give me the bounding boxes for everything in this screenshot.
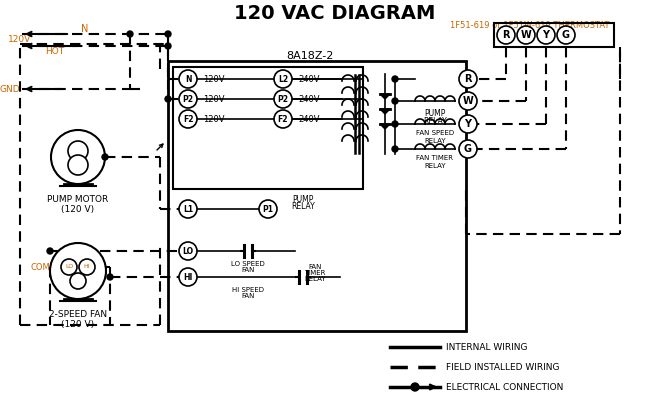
Text: INTERNAL WIRING: INTERNAL WIRING (446, 342, 527, 352)
Circle shape (50, 243, 106, 299)
Text: RELAY: RELAY (304, 276, 326, 282)
Text: GND: GND (0, 85, 20, 93)
Text: TIMER: TIMER (304, 270, 326, 276)
Circle shape (179, 90, 197, 108)
Text: 2-SPEED FAN: 2-SPEED FAN (49, 310, 107, 319)
Text: 120V: 120V (203, 75, 224, 83)
Circle shape (127, 31, 133, 37)
Polygon shape (380, 94, 390, 99)
Circle shape (537, 26, 555, 44)
Text: RELAY: RELAY (291, 202, 315, 210)
Circle shape (179, 70, 197, 88)
Text: COM: COM (30, 262, 50, 272)
Bar (494, 23, 614, 47)
Text: G: G (464, 144, 472, 154)
Text: FAN: FAN (241, 267, 255, 273)
Circle shape (459, 140, 477, 158)
Circle shape (61, 259, 77, 275)
Circle shape (179, 110, 197, 128)
Circle shape (459, 115, 477, 133)
Text: 240V: 240V (298, 75, 320, 83)
Text: N: N (185, 75, 191, 83)
Text: R: R (464, 74, 472, 84)
Text: L2: L2 (278, 75, 288, 83)
Text: LO SPEED: LO SPEED (231, 261, 265, 267)
Text: FAN SPEED: FAN SPEED (416, 130, 454, 136)
Circle shape (392, 98, 398, 104)
Text: RELAY: RELAY (424, 163, 446, 169)
Circle shape (392, 146, 398, 152)
Circle shape (165, 96, 171, 102)
Text: (120 V): (120 V) (62, 205, 94, 214)
Text: Y: Y (543, 30, 549, 40)
Text: (120 V): (120 V) (62, 320, 94, 329)
Circle shape (274, 70, 292, 88)
Text: 240V: 240V (298, 114, 320, 124)
Circle shape (51, 130, 105, 184)
Text: FAN TIMER: FAN TIMER (417, 155, 454, 161)
Circle shape (274, 90, 292, 108)
Circle shape (102, 154, 108, 160)
Circle shape (517, 26, 535, 44)
Circle shape (274, 110, 292, 128)
Text: FAN: FAN (308, 264, 322, 270)
Text: P2: P2 (277, 95, 289, 103)
Circle shape (165, 43, 171, 49)
Text: FAN: FAN (241, 293, 255, 299)
Text: P1: P1 (263, 204, 273, 214)
Circle shape (68, 141, 88, 161)
Bar (168, 61, 466, 331)
Text: F2: F2 (183, 114, 193, 124)
Text: L1: L1 (183, 204, 193, 214)
Text: RELAY: RELAY (424, 138, 446, 144)
Text: LO: LO (65, 264, 73, 269)
Text: 240V: 240V (298, 95, 320, 103)
Polygon shape (380, 124, 390, 129)
Text: P2: P2 (182, 95, 194, 103)
Text: RELAY: RELAY (423, 117, 447, 126)
Text: 120V: 120V (203, 95, 224, 103)
Circle shape (557, 26, 575, 44)
Text: HI SPEED: HI SPEED (232, 287, 264, 293)
Circle shape (392, 76, 398, 82)
Polygon shape (380, 109, 390, 114)
Text: PUMP: PUMP (424, 109, 446, 118)
Text: PUMP MOTOR: PUMP MOTOR (48, 195, 109, 204)
Circle shape (179, 242, 197, 260)
Text: HI: HI (84, 264, 90, 269)
Circle shape (179, 268, 197, 286)
Circle shape (392, 121, 398, 127)
Text: HI: HI (184, 272, 193, 282)
Text: FIELD INSTALLED WIRING: FIELD INSTALLED WIRING (446, 362, 559, 372)
Circle shape (179, 200, 197, 218)
Text: 1F51-619 or 1F51W-619 THERMOSTAT: 1F51-619 or 1F51W-619 THERMOSTAT (450, 21, 610, 29)
Text: W: W (462, 96, 474, 106)
Circle shape (497, 26, 515, 44)
Text: R: R (502, 30, 510, 40)
Text: PUMP: PUMP (292, 194, 314, 204)
Text: 120V: 120V (8, 34, 31, 44)
Text: G: G (562, 30, 570, 40)
Circle shape (459, 92, 477, 110)
Circle shape (459, 70, 477, 88)
Circle shape (107, 274, 113, 280)
Text: HOT: HOT (46, 47, 64, 55)
Circle shape (165, 31, 171, 37)
Text: ELECTRICAL CONNECTION: ELECTRICAL CONNECTION (446, 383, 563, 391)
Text: 120 VAC DIAGRAM: 120 VAC DIAGRAM (234, 3, 436, 23)
Circle shape (70, 273, 86, 289)
Bar (173, 67, 363, 189)
Circle shape (68, 155, 88, 175)
Circle shape (259, 200, 277, 218)
Circle shape (79, 259, 95, 275)
Text: 8A18Z-2: 8A18Z-2 (286, 51, 334, 61)
Text: Y: Y (464, 119, 472, 129)
Text: LO: LO (182, 246, 194, 256)
Circle shape (47, 248, 53, 254)
Text: F2: F2 (278, 114, 288, 124)
Circle shape (411, 383, 419, 391)
Text: 120V: 120V (203, 114, 224, 124)
Text: N: N (81, 24, 88, 34)
Text: W: W (521, 30, 531, 40)
